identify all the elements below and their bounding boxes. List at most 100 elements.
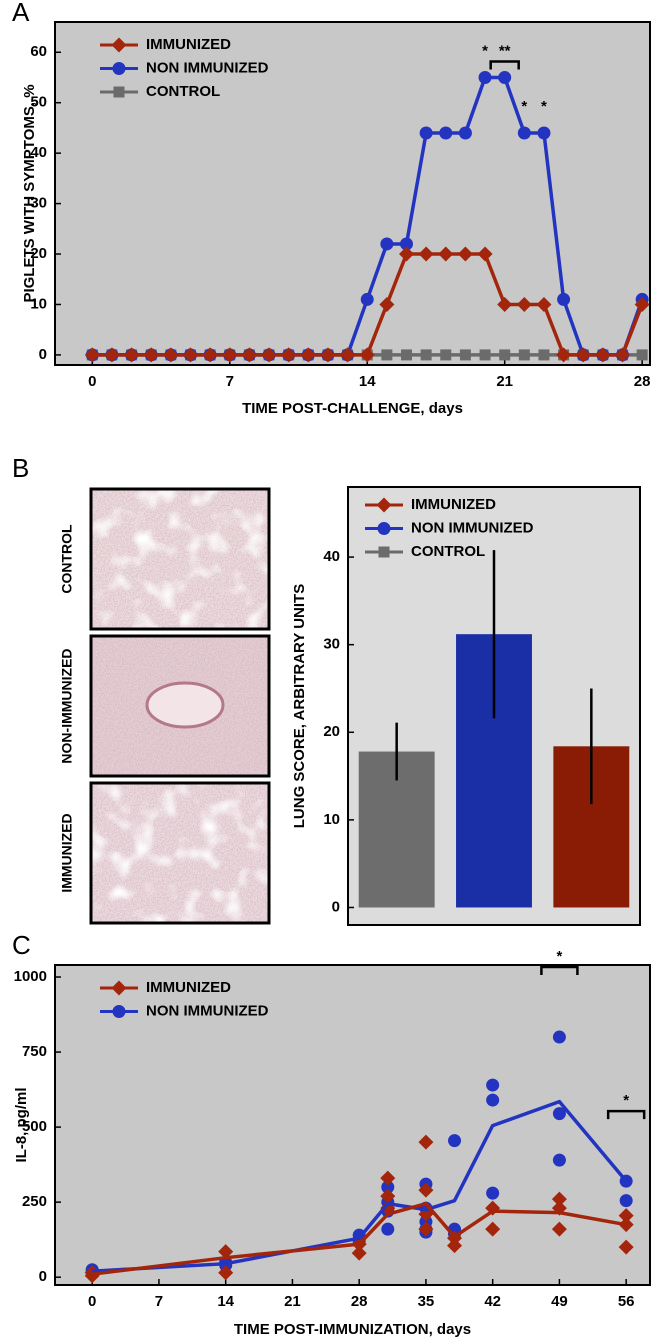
image-frame [89, 634, 271, 778]
plot-frame [347, 486, 641, 926]
x-tick-label: 7 [226, 373, 234, 390]
scatter-point [418, 1182, 434, 1198]
data-point [420, 349, 432, 361]
x-axis-label: TIME POST-IMMUNIZATION, days [234, 1321, 471, 1338]
annotation: * [541, 98, 547, 115]
data-point [634, 296, 650, 312]
x-tick-label: 14 [217, 1293, 234, 1310]
x-tick-label: 7 [155, 1293, 163, 1310]
legend-label: NON IMMUNIZED [146, 59, 269, 76]
y-axis-label: IL-8, pg/ml [13, 1088, 30, 1163]
y-tick-label: 750 [22, 1043, 47, 1060]
data-point [517, 126, 531, 140]
legend-label: CONTROL [411, 543, 485, 560]
histology-label: CONTROL [59, 524, 75, 594]
image-frame [89, 781, 271, 925]
data-point [499, 349, 511, 361]
data-point [518, 349, 530, 361]
histology-panel [89, 487, 271, 925]
x-tick-label: 35 [418, 1293, 435, 1310]
data-point [300, 347, 316, 363]
legend-label: NON IMMUNIZED [146, 1002, 269, 1019]
data-point [241, 347, 257, 363]
x-tick-label: 49 [551, 1293, 568, 1310]
plot-frame [54, 21, 651, 366]
data-point [538, 349, 550, 361]
y-tick-label: 60 [30, 43, 47, 60]
x-tick-label: 21 [496, 373, 513, 390]
data-point [202, 347, 218, 363]
y-tick-label: 20 [30, 245, 47, 262]
annotation: * [556, 948, 562, 965]
y-tick-label: 10 [30, 295, 47, 312]
data-point [222, 347, 238, 363]
data-point [399, 246, 415, 262]
legend-label: CONTROL [146, 83, 220, 100]
y-tick-label: 30 [323, 636, 340, 653]
x-tick-label: 42 [484, 1293, 501, 1310]
data-point [360, 292, 374, 306]
y-tick-label: 40 [323, 548, 340, 565]
scatter-point [486, 1093, 500, 1107]
scatter-point [551, 1221, 567, 1237]
legend-label: IMMUNIZED [146, 36, 231, 53]
panel-label: C [12, 930, 31, 960]
y-tick-label: 0 [39, 346, 47, 363]
y-tick-label: 0 [332, 898, 340, 915]
data-point [182, 347, 198, 363]
data-point [84, 347, 100, 363]
legend-marker [111, 980, 127, 996]
scatter-point [486, 1186, 500, 1200]
data-point [615, 347, 631, 363]
plot-area [55, 965, 650, 1285]
plot-frame [54, 964, 651, 1286]
data-point [557, 292, 571, 306]
data-point [457, 246, 473, 262]
data-point [459, 349, 471, 361]
data-point [440, 349, 452, 361]
data-point [498, 70, 512, 84]
data-point [636, 349, 648, 361]
data-point [359, 347, 375, 363]
scatter-point [381, 1180, 395, 1194]
legend-marker [112, 1005, 126, 1018]
image-frame [89, 487, 271, 631]
legend-label: IMMUNIZED [146, 979, 231, 996]
x-tick-label: 28 [634, 373, 651, 390]
panel-label: A [12, 0, 30, 27]
significance-bracket [606, 1109, 646, 1120]
scatter-point [485, 1221, 501, 1237]
y-tick-label: 1000 [14, 968, 47, 985]
data-point [537, 126, 551, 140]
scatter-point [418, 1134, 434, 1150]
y-tick-label: 10 [323, 811, 340, 828]
histology-alveoli [91, 489, 269, 629]
scatter-point [552, 1030, 566, 1044]
scatter-point [552, 1107, 566, 1121]
y-tick-label: 50 [30, 94, 47, 111]
data-point [438, 246, 454, 262]
x-tick-label: 0 [88, 1293, 96, 1310]
data-point [418, 246, 434, 262]
bronchiole [145, 681, 225, 729]
significance-bracket [489, 60, 520, 70]
data-point [478, 70, 492, 84]
x-tick-label: 56 [618, 1293, 635, 1310]
legend-marker [112, 62, 126, 75]
data-point [340, 347, 356, 363]
histology-label: NON-IMMUNIZED [59, 648, 75, 763]
x-axis-label: TIME POST-CHALLENGE, days [242, 400, 463, 417]
scatter-point [380, 1188, 396, 1204]
histology-label: IMMUNIZED [59, 813, 75, 892]
scatter-point [218, 1265, 234, 1281]
x-tick-label: 0 [88, 373, 96, 390]
data-point [143, 347, 159, 363]
x-tick-label: 21 [284, 1293, 301, 1310]
series-line [91, 1201, 627, 1276]
scatter-point [618, 1239, 634, 1255]
data-point [124, 347, 140, 363]
y-tick-label: 500 [22, 1118, 47, 1135]
significance-bracket [540, 965, 579, 976]
y-axis-label: PIGLETS WITH SYMPTOMS, % [21, 84, 38, 302]
